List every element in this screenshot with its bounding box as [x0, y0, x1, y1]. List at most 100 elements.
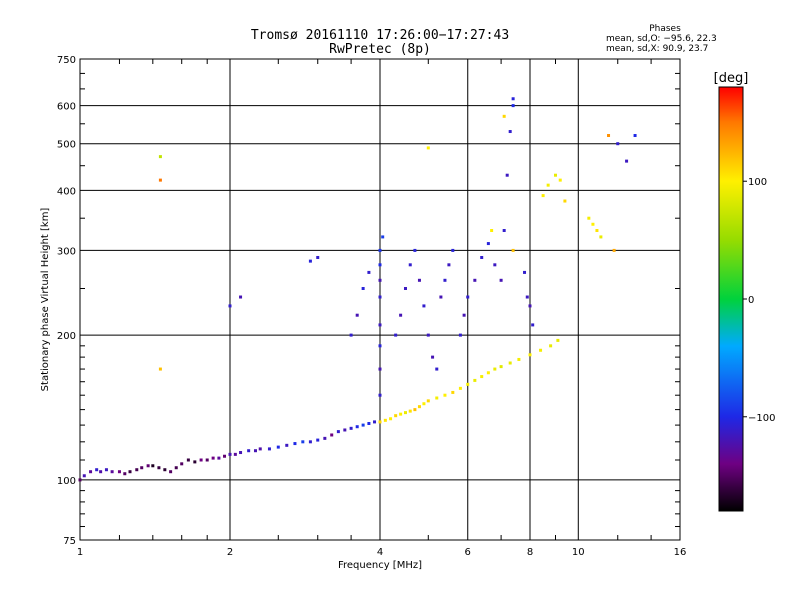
data-point [435, 367, 439, 371]
data-point [528, 353, 532, 357]
data-point [508, 361, 512, 365]
colorbar-label: [deg] [714, 71, 749, 86]
data-point [336, 430, 340, 434]
data-point [508, 130, 512, 134]
data-point [422, 304, 426, 308]
data-point [285, 443, 289, 447]
data-point [549, 344, 553, 348]
data-point [123, 472, 127, 476]
colorbar [718, 86, 744, 512]
data-point [523, 270, 527, 274]
data-point [563, 199, 567, 203]
data-point [99, 470, 103, 474]
x-tick-label: 8 [527, 547, 533, 558]
data-point [426, 146, 430, 150]
data-point [205, 458, 209, 462]
data-point [308, 259, 312, 263]
data-point [330, 433, 334, 437]
data-point [233, 452, 237, 456]
data-point [399, 412, 403, 416]
data-point [511, 104, 515, 108]
data-point [378, 367, 382, 371]
data-point [239, 451, 243, 455]
data-point [276, 445, 280, 449]
data-point [211, 456, 215, 460]
data-point [417, 405, 421, 409]
data-point [466, 382, 470, 386]
data-point [146, 464, 150, 468]
colorbar-tick-label: 0 [748, 295, 754, 306]
data-point [140, 466, 144, 470]
x-tick-label: 4 [377, 547, 383, 558]
data-point [553, 173, 557, 177]
data-point [378, 278, 382, 282]
x-tick-label: 16 [674, 547, 687, 558]
data-point [128, 470, 132, 474]
data-point [435, 396, 439, 400]
data-point [316, 255, 320, 259]
colorbar-tick-label: 100 [748, 177, 767, 188]
data-point [511, 248, 515, 252]
chart-subtitle: RwPretec (8p) [329, 42, 431, 57]
data-point [399, 313, 403, 317]
data-point [158, 367, 162, 371]
data-point [180, 462, 184, 466]
data-point [505, 173, 509, 177]
data-point [607, 134, 611, 138]
data-point [528, 304, 532, 308]
x-axis-label: Frequency [MHz] [338, 560, 422, 571]
data-point [480, 255, 484, 259]
y-tick-label: 600 [57, 102, 76, 113]
data-point [157, 466, 161, 470]
data-point [174, 466, 178, 470]
data-point [373, 420, 377, 424]
y-tick-label: 75 [63, 536, 76, 547]
data-point [89, 470, 93, 474]
data-point [633, 134, 637, 138]
data-point [110, 470, 114, 474]
data-point [493, 367, 497, 371]
data-point [378, 323, 382, 327]
data-point [117, 470, 121, 474]
data-point [525, 295, 529, 299]
x-tick-label: 1 [77, 547, 83, 558]
x-tick-label: 6 [465, 547, 471, 558]
data-point [247, 449, 251, 453]
data-point [558, 178, 562, 182]
data-point [169, 470, 173, 474]
data-point [378, 420, 382, 424]
data-point [378, 248, 382, 252]
data-point [493, 263, 497, 267]
data-point [539, 348, 543, 352]
y-axis-label: Stationary phase Virtual Height [km] [40, 208, 51, 392]
data-point [308, 440, 312, 444]
y-tick-label: 750 [57, 55, 76, 66]
data-point [403, 411, 407, 415]
y-tick-label: 200 [57, 331, 76, 342]
data-point [228, 304, 232, 308]
data-point [499, 365, 503, 369]
data-point [316, 438, 320, 442]
data-point [451, 390, 455, 394]
data-point [511, 97, 515, 101]
data-point [462, 313, 466, 317]
x-tick-label: 10 [572, 547, 585, 558]
data-point [253, 449, 257, 453]
data-point [323, 436, 327, 440]
data-point [413, 248, 417, 252]
data-point [349, 333, 353, 337]
chart-title: Tromsø 20161110 17:26:00−17:27:43 [250, 28, 510, 43]
data-point [443, 278, 447, 282]
y-tick-label: 100 [57, 476, 76, 487]
data-point [486, 371, 490, 375]
data-point [413, 408, 417, 412]
data-point [403, 286, 407, 290]
data-point [499, 278, 503, 282]
data-point [361, 423, 365, 427]
data-point [378, 263, 382, 267]
data-point [367, 270, 371, 274]
data-point [78, 478, 82, 482]
data-point [228, 452, 232, 456]
data-point [267, 447, 271, 451]
